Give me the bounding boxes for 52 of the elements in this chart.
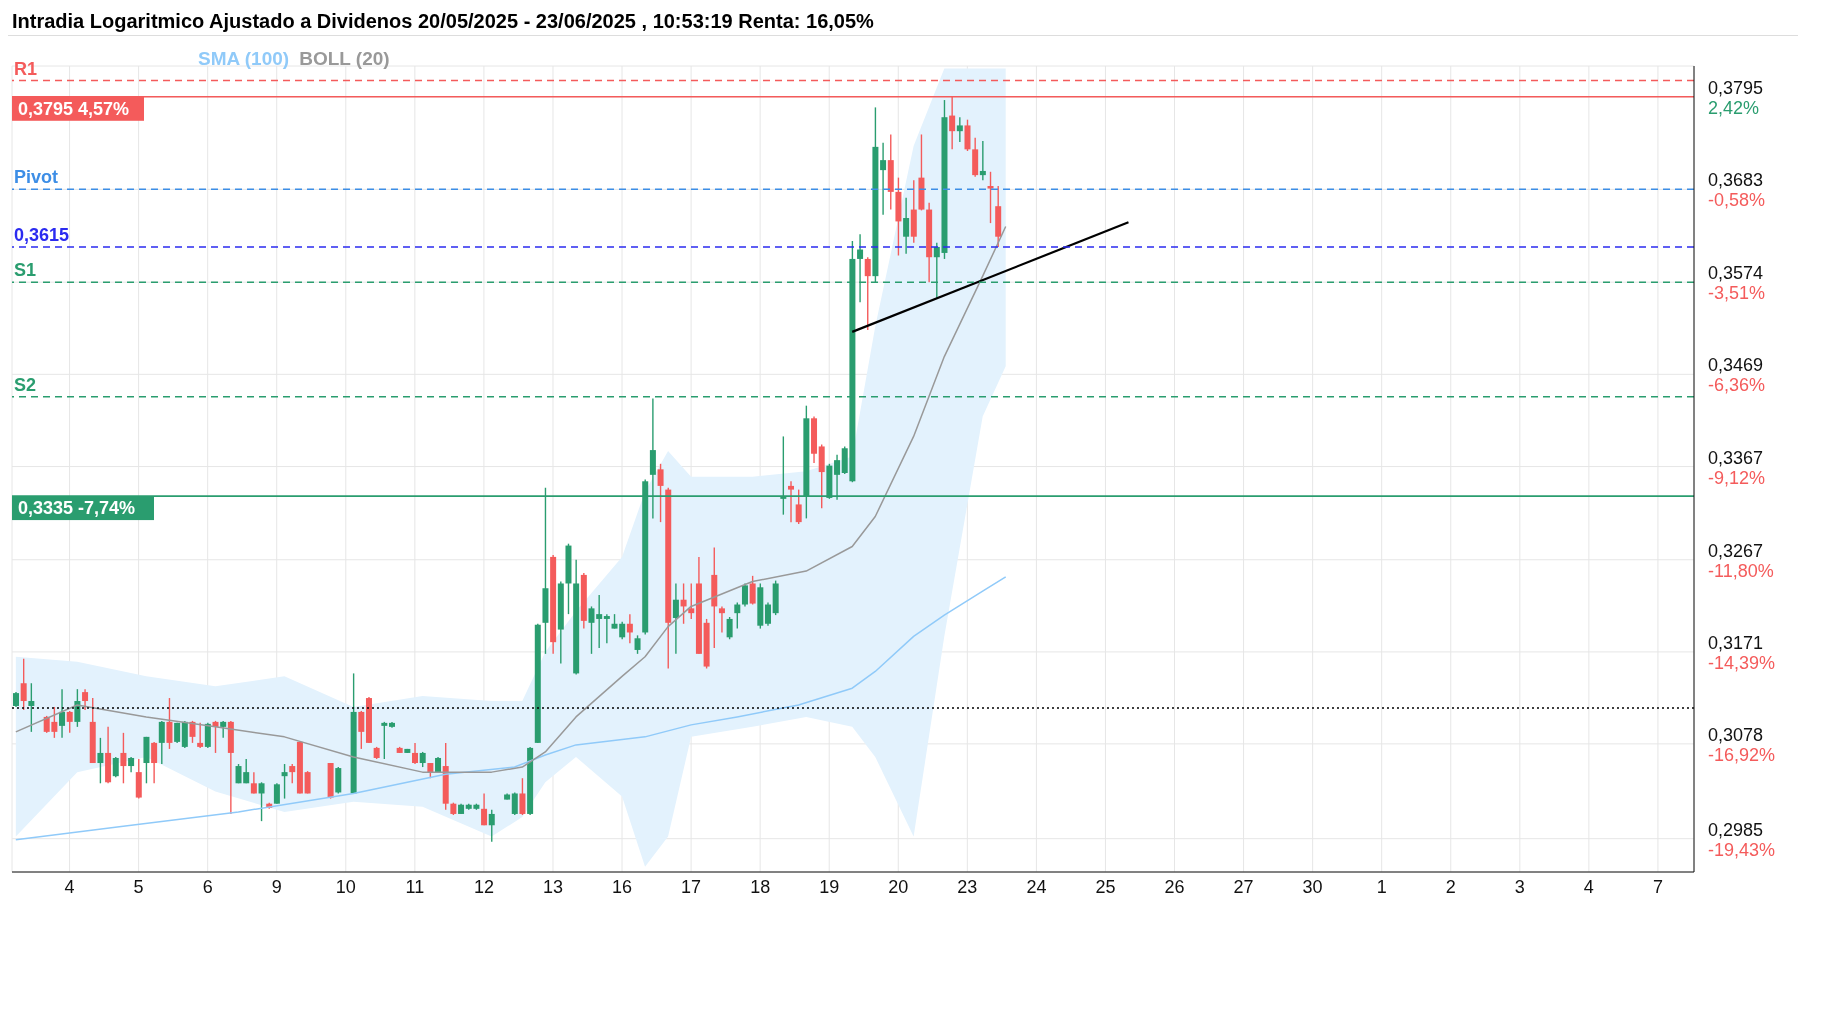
y-tick-label: 0,3574 bbox=[1708, 263, 1764, 284]
text: -11,80% bbox=[1708, 560, 1774, 581]
x-tick-label: 1 bbox=[1376, 876, 1387, 897]
text: -14,39% bbox=[1708, 652, 1776, 673]
x-tick-label: 23 bbox=[957, 876, 978, 897]
ref-line-label: S2 bbox=[14, 374, 37, 395]
x-tick-label: 20 bbox=[888, 876, 909, 897]
y-tick-label: 0,3267 bbox=[1708, 540, 1764, 561]
x-tick-label: 30 bbox=[1302, 876, 1323, 897]
y-tick-label: 0,3171 bbox=[1708, 632, 1764, 653]
text: -6,36% bbox=[1708, 375, 1766, 396]
x-tick-label: 4 bbox=[1583, 876, 1594, 897]
text: -9,12% bbox=[1708, 467, 1766, 488]
x-tick-label: 6 bbox=[202, 876, 213, 897]
ref-line-label: R1 bbox=[14, 58, 38, 79]
y-tick-label: 0,3469 bbox=[1708, 355, 1764, 376]
x-tick-label: 12 bbox=[473, 876, 494, 897]
x-tick-label: 2 bbox=[1445, 876, 1456, 897]
x-tick-label: 13 bbox=[542, 876, 563, 897]
y-tick-label: 0,3078 bbox=[1708, 724, 1764, 745]
y-tick-label: 0,3367 bbox=[1708, 447, 1764, 468]
x-tick-label: 4 bbox=[64, 876, 75, 897]
text: 2,42% bbox=[1708, 97, 1760, 118]
x-tick-label: 5 bbox=[133, 876, 144, 897]
y-tick-label: 0,2985 bbox=[1708, 819, 1764, 840]
x-tick-label: 27 bbox=[1233, 876, 1254, 897]
chart-title: Intradia Logaritmico Ajustado a Dividenos 20/05/2025 - 23/06/2025 , 10:53:19 Renta: 16,05% bbox=[8, 8, 1798, 36]
x-tick-label: 9 bbox=[271, 876, 282, 897]
y-tick-label: 0,3795 bbox=[1708, 77, 1764, 98]
ref-line-label: 0,3335 -7,74% bbox=[18, 498, 136, 519]
x-tick-label: 11 bbox=[405, 876, 425, 897]
ref-line-label: S1 bbox=[14, 260, 37, 281]
x-tick-label: 25 bbox=[1095, 876, 1116, 897]
text: SMA (100) bbox=[198, 48, 290, 70]
text: -19,43% bbox=[1708, 839, 1776, 860]
x-tick-label: 3 bbox=[1514, 876, 1525, 897]
x-tick-label: 18 bbox=[750, 876, 771, 897]
ref-line-label: 0,3795 4,57% bbox=[18, 98, 130, 119]
text: -3,51% bbox=[1708, 283, 1766, 304]
x-tick-label: 17 bbox=[681, 876, 702, 897]
x-tick-label: 19 bbox=[819, 876, 840, 897]
y-tick-label: 0,3683 bbox=[1708, 170, 1764, 191]
text: -16,92% bbox=[1708, 744, 1776, 765]
x-tick-label: 24 bbox=[1026, 876, 1047, 897]
x-tick-label: 16 bbox=[612, 876, 633, 897]
text: -0,58% bbox=[1708, 190, 1766, 211]
x-tick-label: 26 bbox=[1164, 876, 1185, 897]
ref-line-label: Pivot bbox=[14, 167, 59, 188]
text: BOLL (20) bbox=[299, 48, 390, 70]
ref-line-label: 0,3615 bbox=[14, 224, 70, 245]
x-tick-label: 7 bbox=[1652, 876, 1663, 897]
x-tick-label: 10 bbox=[335, 876, 356, 897]
